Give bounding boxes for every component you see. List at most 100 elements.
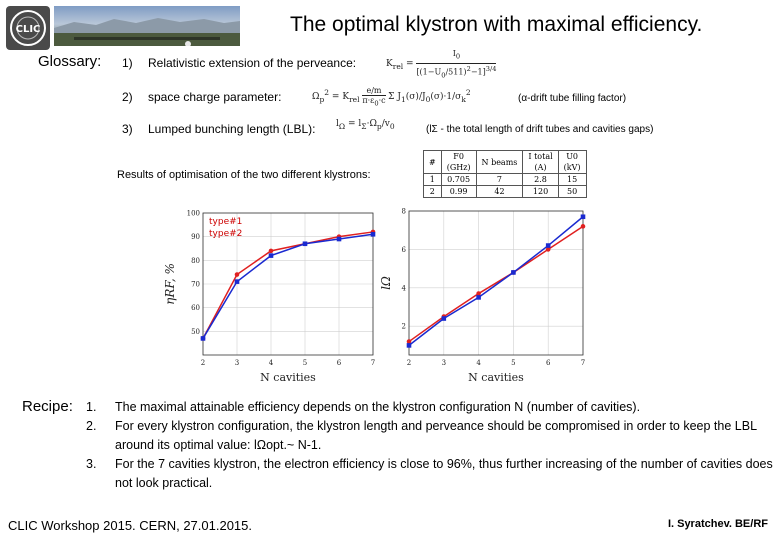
list-item-number: 3. bbox=[86, 457, 97, 471]
data-point bbox=[545, 247, 551, 252]
glossary-item-text: space charge parameter: bbox=[148, 90, 282, 104]
table-header: F0 (GHz) bbox=[440, 150, 477, 174]
plot-frame bbox=[202, 212, 374, 356]
list-item: 2. For every klystron configuration, the … bbox=[86, 417, 776, 455]
x-tick-label: 6 bbox=[546, 359, 551, 367]
x-tick-label: 5 bbox=[303, 359, 307, 367]
recipe-label: Recipe: bbox=[22, 398, 73, 415]
cern-site-panorama-banner bbox=[54, 6, 240, 46]
glossary-item-text: Lumped bunching length (LBL): bbox=[148, 122, 316, 136]
table-cell: 2 bbox=[423, 185, 442, 198]
y-tick-label: 80 bbox=[191, 257, 200, 265]
data-point bbox=[302, 241, 308, 247]
table-cell: 0.99 bbox=[440, 185, 477, 198]
list-item: 1. The maximal attainable efficiency depe… bbox=[86, 398, 776, 417]
x-tick-label: 4 bbox=[269, 359, 274, 367]
logo-text: CLIC bbox=[16, 24, 41, 35]
table-cell: 1 bbox=[423, 173, 442, 186]
y-axis-label: lΩ bbox=[380, 276, 393, 290]
data-point bbox=[200, 336, 206, 341]
list-item-number: 1. bbox=[86, 400, 97, 414]
y-axis-label: ηRF, % bbox=[163, 263, 177, 305]
list-item-text: For every klystron configuration, the kl… bbox=[115, 419, 757, 452]
data-point bbox=[336, 236, 342, 242]
legend-entry: type#1 bbox=[209, 217, 242, 227]
glossary-item-number: 3) bbox=[122, 122, 133, 136]
glossary-item-number: 2) bbox=[122, 90, 133, 104]
y-tick-label: 6 bbox=[402, 246, 407, 254]
y-tick-label: 4 bbox=[402, 284, 407, 292]
data-point bbox=[545, 243, 551, 248]
plot-frame bbox=[408, 210, 584, 356]
series-line-type2 bbox=[408, 216, 584, 346]
legend-entry: type#2 bbox=[209, 229, 242, 239]
y-tick-label: 8 bbox=[402, 208, 406, 216]
data-point bbox=[234, 279, 240, 284]
x-tick-label: 6 bbox=[337, 359, 342, 367]
x-tick-label: 4 bbox=[476, 359, 481, 367]
x-axis-label: N cavities bbox=[260, 371, 316, 384]
data-point bbox=[268, 253, 274, 258]
data-point bbox=[441, 316, 447, 321]
x-tick-label: 7 bbox=[581, 359, 585, 367]
table-cell: 120 bbox=[522, 185, 559, 198]
data-point bbox=[476, 295, 481, 300]
data-point bbox=[406, 339, 412, 344]
footer-author: I. Syratchev. BE/RF bbox=[667, 518, 768, 530]
y-tick-label: 50 bbox=[191, 328, 200, 336]
glossary-item-number: 1) bbox=[122, 56, 133, 70]
list-item-number: 2. bbox=[86, 419, 97, 433]
x-tick-label: 2 bbox=[201, 359, 205, 367]
data-point bbox=[580, 214, 586, 220]
x-tick-label: 2 bbox=[407, 359, 411, 367]
table-cell: 7 bbox=[475, 173, 524, 186]
table-header: # bbox=[423, 150, 442, 174]
bunching-length-chart: 2 3 4 5 6 7 2 4 6 8 N cavities lΩ bbox=[380, 208, 586, 384]
x-axis-label: N cavities bbox=[468, 371, 524, 384]
table-row: 2 0.99 42 120 50 bbox=[423, 185, 587, 198]
recipe-list: 1. The maximal attainable efficiency depe… bbox=[86, 398, 776, 493]
table-cell: 0.705 bbox=[440, 173, 477, 186]
glossary-item-text: Relativistic extension of the perveance: bbox=[148, 56, 357, 70]
series-line-type1 bbox=[202, 231, 374, 339]
data-point bbox=[476, 291, 481, 296]
data-point bbox=[268, 248, 274, 254]
data-point bbox=[234, 272, 240, 277]
list-item: 3. For the 7 cavities klystron, the elect… bbox=[86, 455, 776, 493]
glossary-item-note: (lΣ - the total length of drift tubes an… bbox=[426, 124, 654, 135]
y-tick-label: 2 bbox=[402, 323, 406, 331]
y-tick-label: 100 bbox=[187, 210, 200, 218]
data-point bbox=[406, 343, 412, 348]
list-item-text: For the 7 cavities klystron, the electro… bbox=[115, 457, 773, 490]
data-point bbox=[370, 232, 376, 237]
glossary-item-note: (α-drift tube filling factor) bbox=[518, 93, 627, 104]
table-header: I total (A) bbox=[522, 150, 559, 174]
table-header-row: # F0 (GHz) N beams I total (A) U0 (kV) bbox=[423, 150, 587, 174]
table-row: 1 0.705 7 2.8 15 bbox=[423, 173, 587, 186]
x-tick-label: 3 bbox=[235, 359, 239, 367]
clic-logo: CLIC bbox=[6, 6, 50, 50]
x-tick-label: 5 bbox=[511, 359, 515, 367]
y-tick-label: 70 bbox=[191, 281, 200, 289]
x-tick-label: 7 bbox=[371, 359, 375, 367]
efficiency-chart: 2 3 4 5 6 7 50 60 70 80 90 100 N cavities ηRF, % type#… bbox=[163, 210, 376, 384]
results-label: Results of optimisation of the two diffe… bbox=[117, 169, 371, 181]
table-header: N beams bbox=[475, 150, 524, 174]
table-cell: 50 bbox=[557, 185, 587, 198]
klystron-parameters-table: # F0 (GHz) N beams I total (A) U0 (kV) 1 0.… bbox=[423, 150, 587, 198]
table-cell: 15 bbox=[557, 173, 587, 186]
lbl-formula: lΩ = lΣ·Ωp/v0 bbox=[336, 119, 395, 131]
page-title: The optimal klystron with maximal effici… bbox=[290, 13, 703, 36]
table-cell: 2.8 bbox=[522, 173, 559, 186]
series-line-type1 bbox=[408, 225, 584, 343]
data-point bbox=[580, 224, 586, 229]
glossary-label: Glossary: bbox=[38, 53, 102, 70]
series-line-type2 bbox=[202, 233, 374, 339]
perveance-formula: Krel = I0 [(1−U0/511)2−1]3/4 bbox=[386, 49, 497, 79]
x-tick-label: 3 bbox=[442, 359, 446, 367]
list-item-text: The maximal attainable efficiency depend… bbox=[115, 400, 641, 414]
table-cell: 42 bbox=[475, 185, 524, 198]
data-point bbox=[511, 270, 516, 275]
y-tick-label: 60 bbox=[191, 304, 200, 312]
table-header: U0 (kV) bbox=[557, 150, 587, 174]
